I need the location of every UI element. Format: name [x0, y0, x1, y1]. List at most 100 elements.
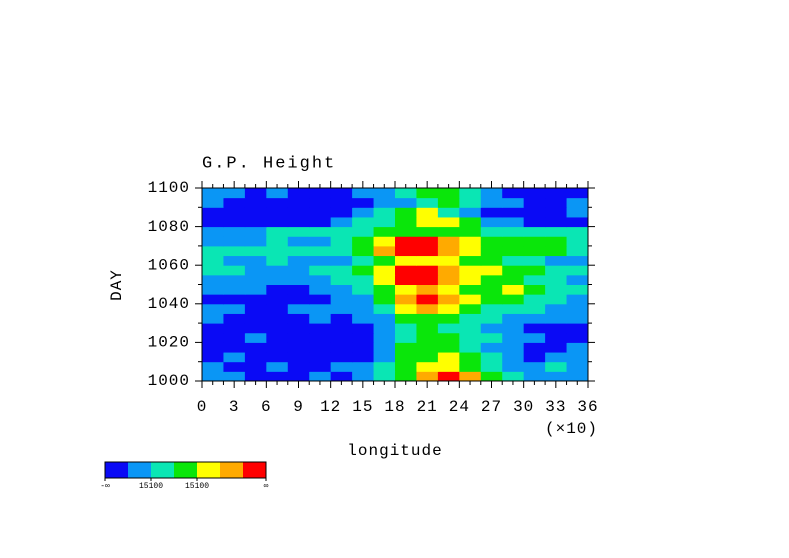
cell	[502, 197, 525, 208]
cell	[287, 245, 310, 257]
cell	[480, 342, 503, 353]
cell	[459, 342, 482, 353]
cell	[416, 323, 439, 334]
cell	[437, 226, 460, 237]
cell	[202, 245, 224, 257]
cell	[309, 255, 332, 266]
cell	[266, 294, 289, 305]
cell	[287, 216, 310, 228]
y-tick-label: 1060	[148, 256, 190, 274]
cell	[373, 274, 396, 285]
cell	[352, 323, 375, 334]
cell	[395, 236, 417, 247]
cell	[480, 197, 503, 208]
cell	[309, 323, 332, 334]
cell	[202, 294, 224, 305]
cell	[416, 197, 439, 208]
y-tick-label: 1040	[148, 295, 190, 313]
cell	[287, 226, 310, 237]
cell	[244, 197, 267, 208]
cell	[373, 361, 396, 372]
cell	[437, 236, 460, 247]
cell	[566, 188, 589, 199]
cell	[287, 236, 310, 247]
cell	[330, 323, 353, 334]
cell	[416, 371, 439, 382]
chart-title: G.P. Height	[202, 154, 336, 173]
cell	[459, 303, 482, 314]
cell	[309, 245, 332, 257]
cell	[523, 226, 546, 237]
cell	[480, 371, 503, 382]
cell	[266, 313, 289, 324]
cell	[502, 352, 525, 363]
colorbar-swatch	[174, 462, 197, 478]
cell	[523, 197, 546, 208]
cell	[395, 303, 417, 314]
cell	[266, 284, 289, 295]
cell	[352, 216, 375, 228]
cell	[223, 323, 246, 334]
cell	[459, 332, 482, 343]
cell	[287, 284, 310, 295]
cell	[459, 265, 482, 276]
cell	[287, 342, 310, 353]
cell	[395, 207, 417, 218]
cell	[545, 197, 568, 208]
cell	[523, 245, 546, 257]
cell	[244, 303, 267, 314]
cell	[309, 216, 332, 228]
cell	[545, 216, 568, 228]
cell	[330, 265, 353, 276]
cell	[266, 332, 289, 343]
cell	[459, 361, 482, 372]
cell	[437, 342, 460, 353]
cell	[244, 255, 267, 266]
cell	[459, 294, 482, 305]
x-tick-label: 6	[261, 398, 272, 416]
cell	[545, 361, 568, 372]
cell	[502, 188, 525, 199]
cell	[309, 226, 332, 237]
cell	[437, 188, 460, 199]
cell	[373, 188, 396, 199]
cell	[309, 274, 332, 285]
cell	[202, 207, 224, 218]
cell	[287, 274, 310, 285]
cell	[566, 294, 589, 305]
cell	[352, 313, 375, 324]
cell	[223, 352, 246, 363]
cell	[502, 236, 525, 247]
cell	[287, 197, 310, 208]
cell	[437, 274, 460, 285]
cell	[287, 188, 310, 199]
cell	[223, 188, 246, 199]
cell	[523, 265, 546, 276]
cell	[352, 255, 375, 266]
cell	[373, 245, 396, 257]
cell	[373, 236, 396, 247]
cell	[502, 255, 525, 266]
cell	[395, 371, 417, 382]
cell	[309, 371, 332, 382]
cell	[330, 332, 353, 343]
cell	[244, 188, 267, 199]
y-tick-label: 1020	[148, 334, 190, 352]
cell	[352, 197, 375, 208]
cell	[395, 361, 417, 372]
cell	[545, 371, 568, 382]
cell	[395, 332, 417, 343]
cell	[566, 197, 589, 208]
cell	[459, 284, 482, 295]
cell	[459, 197, 482, 208]
cell	[480, 265, 503, 276]
cell	[545, 188, 568, 199]
cell	[330, 236, 353, 247]
cell	[502, 332, 525, 343]
x-axis-label: longitude	[347, 442, 442, 460]
cell	[309, 265, 332, 276]
y-tick-label: 1080	[148, 218, 190, 236]
cell	[502, 265, 525, 276]
cell	[373, 303, 396, 314]
cell	[416, 332, 439, 343]
